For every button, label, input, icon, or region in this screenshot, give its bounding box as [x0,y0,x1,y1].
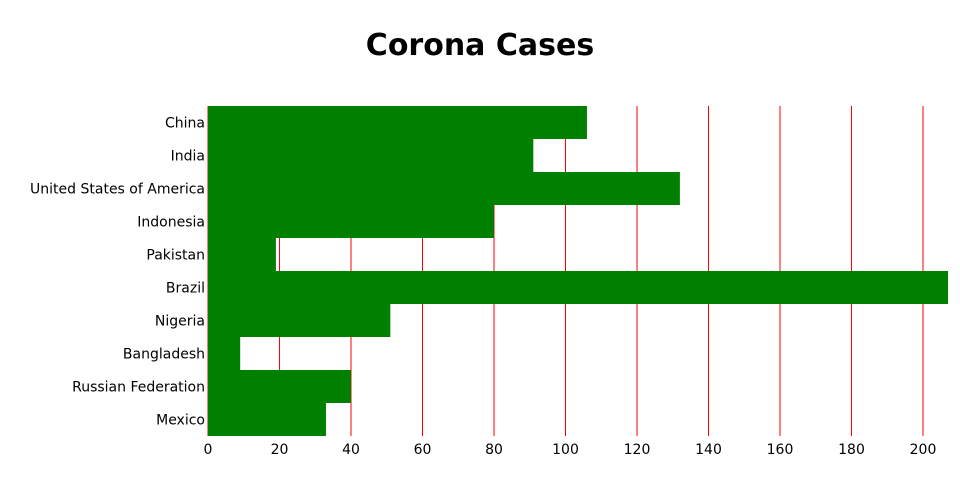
bar [208,172,680,205]
bar [208,370,351,403]
bar [208,304,391,337]
y-category-label: Bangladesh [123,347,205,363]
bar [208,205,494,238]
x-tick-label: 40 [342,442,360,458]
bar [208,337,241,370]
x-tick-label: 20 [271,442,289,458]
y-category-label: Russian Federation [72,380,205,396]
bar [208,106,587,139]
x-tick-label: 160 [767,442,794,458]
bar [208,271,949,304]
y-category-label: Brazil [166,281,205,297]
x-tick-label: 120 [624,442,651,458]
x-tick-label: 180 [838,442,865,458]
y-category-label: Nigeria [155,314,205,330]
y-category-label: United States of America [30,182,205,198]
bar [208,139,534,172]
x-tick-label: 60 [414,442,432,458]
y-category-label: China [165,116,205,132]
bar [208,238,276,271]
x-tick-label: 0 [204,442,213,458]
x-tick-label: 80 [485,442,503,458]
y-category-label: India [171,149,205,165]
y-category-label: Pakistan [146,248,205,264]
x-tick-label: 140 [695,442,722,458]
y-category-label: Indonesia [137,215,205,231]
bar [208,403,326,436]
chart-title: Corona Cases [366,28,594,63]
x-tick-label: 100 [552,442,579,458]
x-tick-label: 200 [910,442,937,458]
y-category-label: Mexico [156,413,205,429]
